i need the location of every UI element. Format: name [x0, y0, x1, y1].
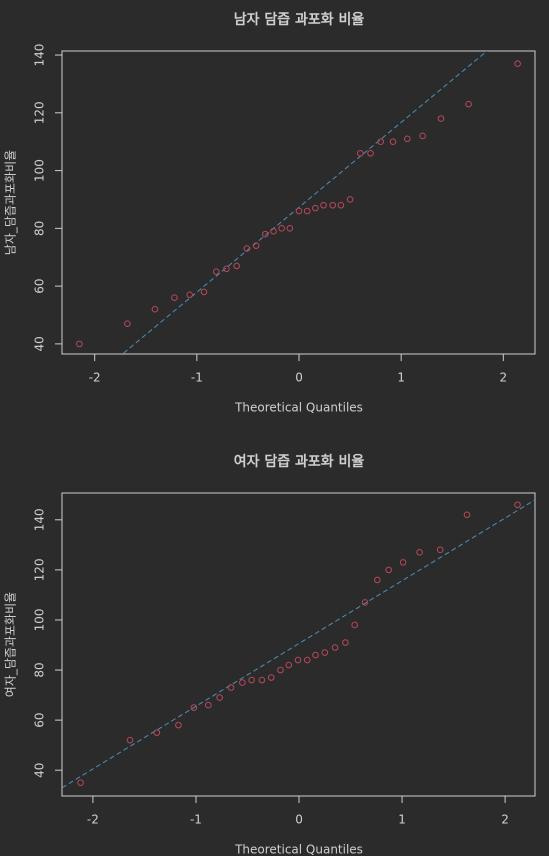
y-tick-label: 40: [33, 336, 47, 351]
point: [367, 149, 374, 157]
point: [171, 294, 178, 301]
point: [267, 674, 275, 681]
y-tick-label: 120: [33, 101, 47, 124]
point: [186, 291, 193, 299]
y-tick-label: 140: [33, 508, 47, 531]
x-tick-label: 0: [295, 813, 303, 827]
point: [239, 679, 246, 686]
point: [212, 268, 220, 275]
point: [153, 729, 161, 736]
plot-frame: [61, 492, 536, 797]
point: [514, 501, 521, 509]
x-tick-label: -2: [89, 371, 101, 385]
qq-line: [121, 51, 488, 354]
x-tick-label: -1: [190, 813, 202, 827]
point: [294, 656, 302, 664]
point: [76, 340, 83, 348]
x-tick-label: 0: [295, 371, 303, 385]
x-axis-label: Theoretical Quantiles: [234, 843, 363, 856]
y-axis-label: 여자_담즙과포화비율: [4, 592, 18, 697]
point: [258, 676, 266, 684]
point: [285, 661, 293, 669]
point: [252, 242, 260, 249]
point: [151, 305, 159, 313]
y-tick-label: 100: [33, 159, 47, 182]
qq-plot: 여자 담즙 과포화 비율 Theoretical Quantiles 여자_담즙과포…: [4, 453, 536, 856]
point: [357, 149, 364, 157]
point: [261, 230, 269, 238]
point: [416, 549, 423, 556]
point: [374, 576, 381, 584]
point: [337, 201, 345, 209]
point: [514, 60, 521, 68]
point: [190, 704, 198, 711]
point: [351, 621, 358, 629]
point: [385, 566, 392, 574]
point: [223, 265, 230, 273]
point: [286, 225, 294, 232]
x-tick-label: -2: [87, 813, 99, 827]
qq-plot: 남자 담즙 과포화 비율 Theoretical Quantiles 남자_담즙과포…: [4, 11, 536, 415]
chart-title: 여자 담즙 과포화 비율: [234, 453, 365, 470]
point: [216, 694, 223, 701]
y-tick-label: 140: [33, 44, 47, 67]
y-tick-label: 100: [33, 609, 47, 632]
point: [399, 559, 407, 566]
point: [295, 207, 303, 215]
point: [419, 132, 426, 140]
point: [361, 599, 369, 606]
x-tick-label: 1: [397, 371, 405, 385]
y-tick-label: 60: [33, 278, 47, 293]
point: [346, 196, 354, 203]
point: [312, 204, 319, 212]
point: [377, 138, 385, 145]
point: [320, 201, 327, 209]
plot-frame: [61, 50, 536, 355]
point: [437, 115, 445, 122]
point: [278, 225, 285, 232]
point: [389, 138, 397, 145]
y-tick-label: 60: [33, 712, 47, 727]
y-tick-label: 120: [33, 558, 47, 581]
y-tick-label: 40: [33, 763, 47, 778]
point: [329, 201, 337, 209]
x-tick-label: -1: [191, 371, 203, 385]
point: [312, 651, 319, 659]
point: [77, 779, 84, 787]
point: [331, 644, 339, 651]
point: [200, 288, 208, 296]
point: [303, 207, 311, 215]
point: [404, 135, 411, 143]
chart-title: 남자 담즙 과포화 비율: [234, 11, 365, 28]
point: [465, 100, 472, 108]
x-tick-label: 2: [500, 371, 508, 385]
y-tick-label: 80: [33, 221, 47, 236]
point: [205, 701, 212, 709]
point: [248, 676, 255, 684]
point: [124, 320, 131, 327]
point: [436, 546, 444, 554]
qq-line: [62, 499, 535, 789]
point: [175, 721, 182, 729]
point: [126, 736, 134, 744]
point: [227, 684, 235, 691]
point: [277, 666, 284, 674]
x-axis-label: Theoretical Quantiles: [234, 401, 363, 415]
point: [270, 227, 277, 235]
point: [321, 649, 329, 656]
x-tick-label: 1: [398, 813, 406, 827]
x-tick-label: 2: [501, 813, 509, 827]
point: [233, 262, 240, 270]
point: [342, 639, 349, 646]
y-tick-label: 80: [33, 662, 47, 677]
point: [303, 656, 311, 664]
point: [463, 511, 471, 519]
point: [243, 245, 251, 252]
y-axis-label: 남자_담즙과포화비율: [4, 150, 18, 255]
